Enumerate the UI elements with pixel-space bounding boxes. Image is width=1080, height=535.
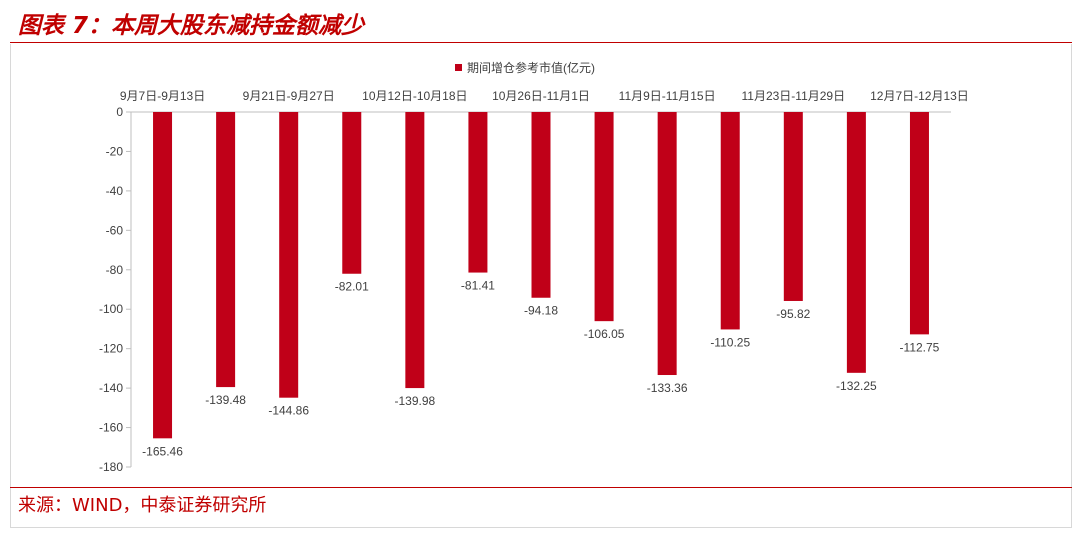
bar-chart: 期间增仓参考市值(亿元) 0 -20 -40 -60 -80 -100 -120 -140 -16… [99, 60, 969, 474]
data-label: -144.86 [268, 404, 309, 418]
title-divider [10, 42, 1072, 43]
x-tick-label: 12月7日-12月13日 [870, 89, 969, 103]
data-label: -139.98 [394, 394, 435, 408]
y-tick-label: -80 [106, 263, 124, 277]
data-label: -82.01 [335, 280, 369, 294]
y-tick-label: -20 [106, 144, 124, 158]
y-tick-label: -40 [106, 184, 124, 198]
y-tick-label: -120 [99, 342, 123, 356]
title-bar: 图表 7：本周大股东减持金额减少 [0, 0, 1080, 44]
bar [909, 112, 929, 335]
x-tick-label: 9月21日-9月27日 [243, 89, 335, 103]
legend-label: 期间增仓参考市值(亿元) [467, 60, 595, 75]
chart-frame: 期间增仓参考市值(亿元) 0 -20 -40 -60 -80 -100 -120 -140 -16… [10, 44, 1072, 488]
data-label: -133.36 [647, 381, 688, 395]
bar [216, 112, 236, 388]
data-label: -132.25 [836, 379, 877, 393]
bar [783, 112, 803, 301]
data-label: -112.75 [900, 340, 940, 354]
x-tick-label: 11月9日-11月15日 [619, 89, 716, 103]
bar [846, 112, 866, 373]
bar [720, 112, 740, 330]
data-label: -106.05 [584, 327, 625, 341]
bar [279, 112, 299, 398]
y-tick-label: -60 [106, 223, 124, 237]
source-divider [10, 487, 1072, 488]
y-tick-label: -160 [99, 421, 123, 435]
x-tick-label: 10月26日-11月1日 [492, 89, 590, 103]
data-label: -165.46 [142, 444, 183, 458]
bar [657, 112, 677, 376]
x-tick-label: 9月7日-9月13日 [120, 89, 205, 103]
x-tick-label: 11月23日-11月29日 [742, 89, 846, 103]
legend-swatch [455, 64, 462, 71]
x-tick-label: 10月12日-10月18日 [362, 89, 467, 103]
y-tick-label: 0 [116, 105, 123, 119]
data-label: -139.48 [205, 393, 246, 407]
source-frame [10, 488, 1072, 528]
bar [342, 112, 362, 274]
bar [153, 112, 173, 439]
data-label: -95.82 [776, 307, 810, 321]
y-tick-label: -100 [99, 302, 123, 316]
data-label: -81.41 [461, 279, 495, 293]
data-label: -110.25 [710, 335, 750, 349]
bar [594, 112, 614, 322]
data-label: -94.18 [524, 304, 558, 318]
bar [531, 112, 551, 298]
figure-title: 图表 7：本周大股东减持金额减少 [18, 13, 365, 39]
source-note: 来源：WIND，中泰证券研究所 [18, 495, 267, 516]
y-tick-label: -140 [99, 381, 123, 395]
y-tick-label: -180 [99, 460, 123, 474]
bar [405, 112, 425, 389]
bar [468, 112, 488, 273]
